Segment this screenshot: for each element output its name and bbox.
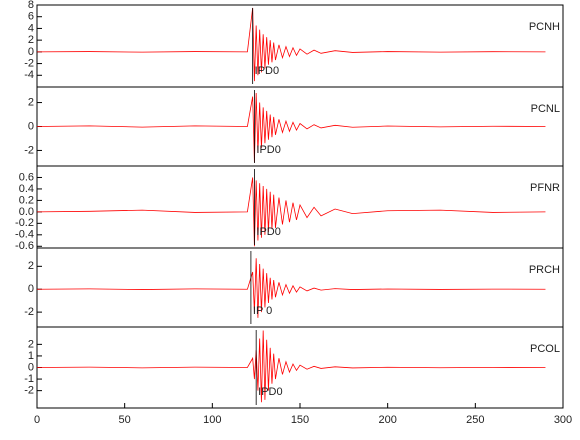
y-tick-label: 2 <box>28 260 34 272</box>
x-tick-label: 50 <box>119 414 131 426</box>
pick-label: IPD0 <box>255 65 279 77</box>
y-tick-label: 6 <box>28 11 34 23</box>
y-tick-label: -4 <box>24 69 34 81</box>
y-tick-label: 4 <box>28 22 34 34</box>
waveform <box>36 330 546 403</box>
pick-label: IPD0 <box>256 226 280 238</box>
x-tick-label: 250 <box>466 414 484 426</box>
pick-label: IP 0 <box>253 305 272 317</box>
y-tick-label: 0 <box>28 120 34 132</box>
y-tick-label: 0.6 <box>19 171 34 183</box>
waveform <box>36 7 546 82</box>
station-label: PCNH <box>529 21 560 33</box>
y-tick-label: 0 <box>28 361 34 373</box>
y-tick-label: 2 <box>28 338 34 350</box>
x-tick-label: 100 <box>203 414 221 426</box>
panel-frame <box>36 4 564 88</box>
waveform <box>36 258 546 318</box>
pick-label: IPD0 <box>256 144 280 156</box>
x-tick-label: 300 <box>554 414 572 426</box>
y-tick-label: 0.0 <box>19 206 34 218</box>
y-tick-label: 2 <box>28 34 34 46</box>
x-tick-label: 0 <box>34 414 40 426</box>
y-tick-label: -0.6 <box>15 240 34 252</box>
y-tick-label: 8 <box>28 0 34 11</box>
y-tick-label: 0.2 <box>19 194 34 206</box>
y-tick-label: -0.4 <box>15 229 34 241</box>
y-tick-label: 2 <box>28 96 34 108</box>
y-tick-label: -2 <box>24 306 34 318</box>
x-tick-label: 150 <box>291 414 309 426</box>
station-label: PCNL <box>531 103 560 115</box>
y-tick-label: 0 <box>28 46 34 58</box>
x-tick-label: 200 <box>378 414 396 426</box>
y-tick-label: -2 <box>24 385 34 397</box>
station-label: PRCH <box>529 264 560 276</box>
panel-frame <box>36 165 564 249</box>
y-tick-label: -0.2 <box>15 217 34 229</box>
y-tick-label: -1 <box>24 373 34 385</box>
y-tick-label: 0.4 <box>19 183 34 195</box>
y-tick-label: 0 <box>28 283 34 295</box>
y-tick-label: -2 <box>24 144 34 156</box>
station-label: PFNR <box>530 182 560 194</box>
waveform <box>36 92 546 163</box>
pick-label: IPD0 <box>258 386 282 398</box>
waveform <box>36 177 546 247</box>
y-tick-label: 1 <box>28 350 34 362</box>
station-label: PCOL <box>530 343 560 355</box>
y-tick-label: -2 <box>24 57 34 69</box>
